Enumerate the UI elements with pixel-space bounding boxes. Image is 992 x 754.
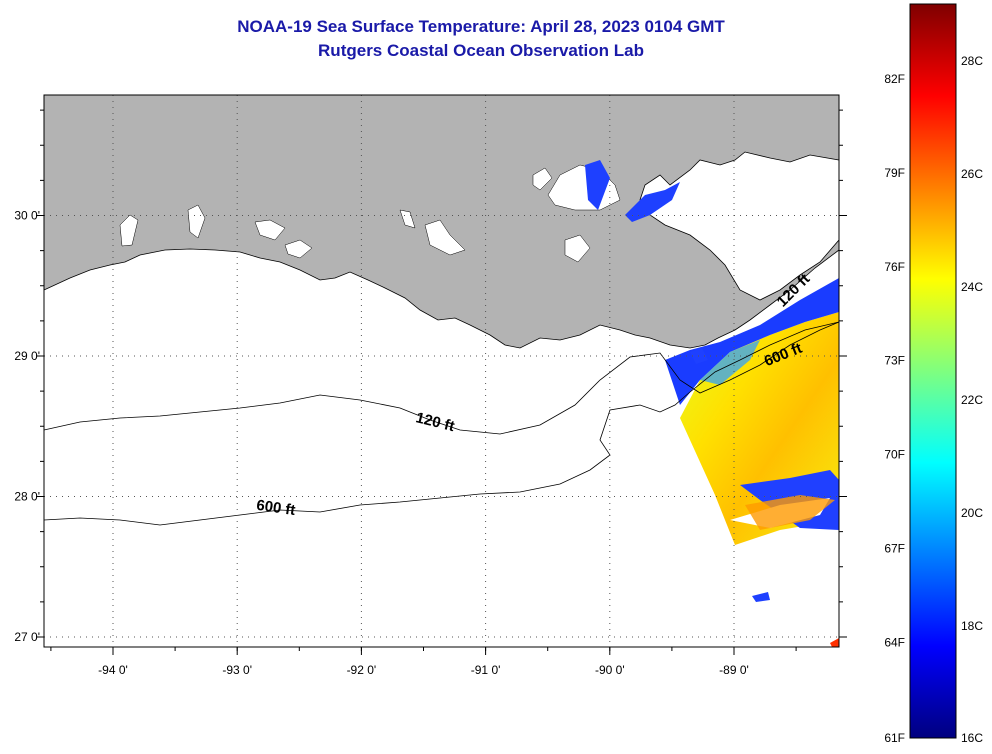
- lon-tick-label: -93 0': [222, 663, 252, 677]
- lake-salvador: [564, 234, 591, 263]
- colorbar-c-label: 20C: [961, 506, 983, 520]
- sst-bay-east: [625, 182, 680, 222]
- isobath-600ft: [43, 321, 840, 526]
- colorbar-f-label: 61F: [884, 731, 905, 745]
- lat-tick-label: 27 0': [14, 630, 40, 644]
- lake-grand: [254, 219, 286, 241]
- lat-tick-label: 29 0': [14, 349, 40, 363]
- sst-cold-band-north: [665, 278, 839, 405]
- sst-swath: [585, 160, 839, 647]
- colorbar-c-label: 24C: [961, 280, 983, 294]
- colorbar-c-label: 26C: [961, 167, 983, 181]
- lon-tick-label: -92 0': [347, 663, 377, 677]
- axis-tick-labels: -94 0' -93 0' -92 0' -91 0' -90 0' -89 0' 30 0…: [14, 209, 748, 678]
- lon-tick-label: -90 0': [595, 663, 625, 677]
- contour-label-600-west: 600 ft: [255, 497, 296, 519]
- colorbar: 82F 79F 76F 73F 70F 67F 64F 61F 28C 26C 24C 22C 20C…: [884, 3, 983, 745]
- colorbar-c-label: 22C: [961, 393, 983, 407]
- sst-corner-spot: [830, 638, 839, 647]
- colorbar-f-label: 82F: [884, 72, 905, 86]
- lake-white: [284, 239, 313, 259]
- sst-cool-fringe: [700, 340, 760, 385]
- sst-bay-north: [585, 160, 610, 210]
- colorbar-scale: [909, 3, 957, 739]
- map-title: NOAA-19 Sea Surface Temperature: April 2…: [237, 17, 725, 36]
- lake-atchafalaya: [424, 219, 466, 256]
- lake-chicot: [399, 209, 416, 229]
- colorbar-c-label: 16C: [961, 731, 983, 745]
- colorbar-f-label: 67F: [884, 542, 905, 556]
- colorbar-f-labels: 82F 79F 76F 73F 70F 67F 64F 61F: [884, 72, 905, 745]
- lon-tick-label: -89 0': [719, 663, 749, 677]
- sst-warm-patch: [745, 495, 835, 530]
- lake-sabine: [119, 214, 139, 247]
- lat-tick-label: 30 0': [14, 209, 40, 223]
- colorbar-f-label: 76F: [884, 260, 905, 274]
- lake-maurepas: [532, 167, 553, 191]
- colorbar-f-label: 79F: [884, 166, 905, 180]
- map-frame: [43, 94, 840, 648]
- colorbar-c-label: 28C: [961, 54, 983, 68]
- lon-tick-label: -91 0': [471, 663, 501, 677]
- map-subtitle: Rutgers Coastal Ocean Observation Lab: [318, 41, 644, 60]
- isobath-120ft: [43, 321, 840, 435]
- lat-tick-label: 28 0': [14, 490, 40, 504]
- lon-tick-label: -94 0': [98, 663, 128, 677]
- isobaths: [43, 321, 840, 526]
- lake-calcasieu: [187, 204, 206, 239]
- colorbar-f-label: 70F: [884, 448, 905, 462]
- colorbar-f-label: 64F: [884, 635, 905, 649]
- graticule: [44, 95, 839, 647]
- colorbar-c-labels: 28C 26C 24C 22C 20C 18C 16C: [961, 54, 983, 745]
- sst-small-blob: [752, 592, 770, 602]
- axis-ticks: [36, 109, 847, 655]
- colorbar-f-label: 73F: [884, 354, 905, 368]
- land-mass: [43, 94, 840, 349]
- colorbar-c-label: 18C: [961, 619, 983, 633]
